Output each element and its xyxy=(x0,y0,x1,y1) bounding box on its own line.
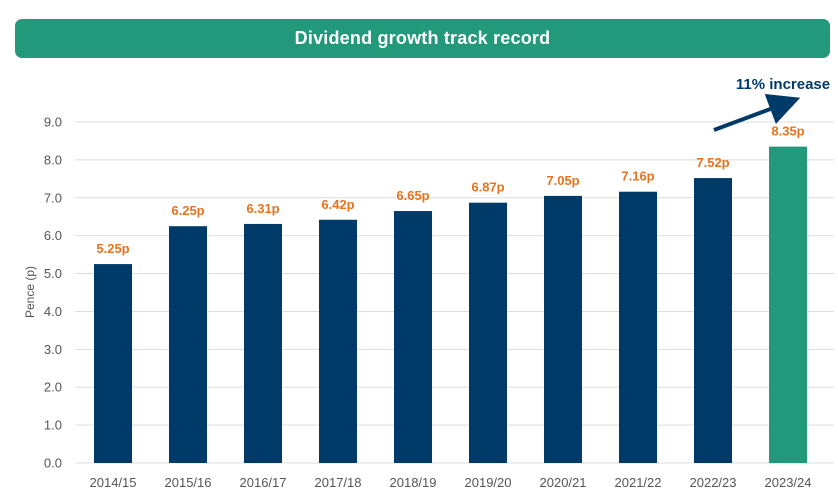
y-tick-label: 2.0 xyxy=(44,380,62,395)
y-tick-label: 4.0 xyxy=(44,304,62,319)
y-tick-label: 9.0 xyxy=(44,115,62,130)
y-tick-label: 6.0 xyxy=(44,228,62,243)
bar-2020-21 xyxy=(544,195,582,463)
y-tick-label: 0.0 xyxy=(44,456,62,471)
data-label: 5.25p xyxy=(96,241,129,256)
bar-2014-15 xyxy=(94,264,132,463)
bar-2016-17 xyxy=(244,223,282,463)
y-tick-label: 7.0 xyxy=(44,190,62,205)
x-tick-label: 2014/15 xyxy=(90,475,137,490)
data-label: 6.65p xyxy=(396,188,429,203)
bar-2022-23 xyxy=(694,178,732,463)
data-label: 6.25p xyxy=(171,203,204,218)
data-label: 8.35p xyxy=(771,124,804,139)
data-label: 6.31p xyxy=(246,201,279,216)
data-label: 6.87p xyxy=(471,180,504,195)
bar-2017-18 xyxy=(319,219,357,463)
arrow-up-right-icon xyxy=(713,94,801,132)
y-tick-label: 8.0 xyxy=(44,152,62,167)
y-axis-tick-labels: 0.0 1.0 2.0 3.0 4.0 5.0 6.0 7.0 8.0 9.0 xyxy=(44,115,62,471)
x-tick-label: 2023/24 xyxy=(765,475,812,490)
y-tick-label: 1.0 xyxy=(44,418,62,433)
bar-2023-24 xyxy=(769,146,807,463)
data-labels: 5.25p 6.25p 6.31p 6.42p 6.65p 6.87p 7.05p 7.16p… xyxy=(96,124,804,256)
x-tick-label: 2018/19 xyxy=(390,475,437,490)
data-label: 7.05p xyxy=(546,173,579,188)
x-tick-label: 2019/20 xyxy=(465,475,512,490)
data-label: 6.42p xyxy=(321,197,354,212)
bar-2015-16 xyxy=(169,226,207,463)
bar-2021-22 xyxy=(619,191,657,463)
title-banner: Dividend growth track record xyxy=(15,19,830,58)
data-label: 7.52p xyxy=(696,155,729,170)
bar-2018-19 xyxy=(394,211,432,463)
bars xyxy=(94,146,807,463)
x-axis-tick-labels: 2014/15 2015/16 2016/17 2017/18 2018/19 2019/… xyxy=(90,475,812,490)
data-label: 7.16p xyxy=(621,169,654,184)
x-tick-label: 2016/17 xyxy=(240,475,287,490)
x-tick-label: 2021/22 xyxy=(615,475,662,490)
annotation-text: 11% increase xyxy=(736,76,830,93)
x-tick-label: 2017/18 xyxy=(315,475,362,490)
y-tick-label: 5.0 xyxy=(44,266,62,281)
y-tick-label: 3.0 xyxy=(44,342,62,357)
bar-2019-20 xyxy=(469,202,507,463)
x-tick-label: 2015/16 xyxy=(165,475,212,490)
y-axis-title: Pence (p) xyxy=(23,266,37,318)
x-tick-label: 2020/21 xyxy=(540,475,587,490)
x-tick-label: 2022/23 xyxy=(690,475,737,490)
chart-title: Dividend growth track record xyxy=(294,28,551,48)
